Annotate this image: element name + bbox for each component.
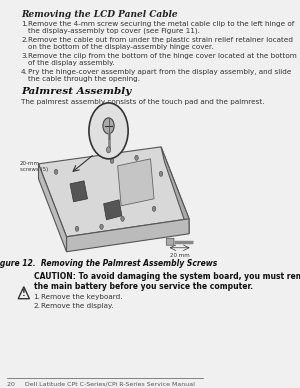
- Circle shape: [100, 224, 103, 229]
- Circle shape: [106, 147, 111, 153]
- Text: 20-mm
screws (5): 20-mm screws (5): [20, 161, 48, 171]
- Text: 2.: 2.: [34, 303, 40, 309]
- Text: 3.: 3.: [21, 53, 28, 59]
- Text: Removing the LCD Panel Cable: Removing the LCD Panel Cable: [21, 10, 178, 19]
- Circle shape: [152, 206, 156, 211]
- Text: Remove the 4-mm screw securing the metal cable clip to the left hinge of
the dis: Remove the 4-mm screw securing the metal…: [28, 21, 294, 35]
- Text: Palmrest Assembly: Palmrest Assembly: [21, 87, 131, 96]
- Text: Remove the display.: Remove the display.: [40, 303, 113, 309]
- Text: Remove the cable out from under the plastic strain relief retainer located
on th: Remove the cable out from under the plas…: [28, 37, 293, 50]
- Text: The palmrest assembly consists of the touch pad and the palmrest.: The palmrest assembly consists of the to…: [21, 99, 265, 105]
- Text: !: !: [22, 289, 26, 298]
- Text: Pry the hinge-cover assembly apart from the display assembly, and slide
the cabl: Pry the hinge-cover assembly apart from …: [28, 69, 291, 82]
- Text: Remove the clip from the bottom of the hinge cover located at the bottom
of the : Remove the clip from the bottom of the h…: [28, 53, 297, 66]
- Text: 4.: 4.: [21, 69, 28, 75]
- Text: Remove the keyboard.: Remove the keyboard.: [40, 294, 122, 300]
- Text: CAUTION: To avoid damaging the system board, you must remove
the main battery be: CAUTION: To avoid damaging the system bo…: [34, 272, 300, 291]
- Circle shape: [75, 226, 79, 231]
- Circle shape: [103, 118, 114, 134]
- Polygon shape: [161, 147, 189, 234]
- Text: 1.: 1.: [34, 294, 40, 300]
- Text: 1.: 1.: [21, 21, 28, 27]
- Polygon shape: [103, 200, 122, 220]
- Polygon shape: [118, 159, 154, 206]
- Polygon shape: [38, 147, 189, 237]
- Text: 20     Dell Latitude CPt C-Series/CPi R-Series Service Manual: 20 Dell Latitude CPt C-Series/CPi R-Seri…: [7, 382, 195, 386]
- Circle shape: [54, 169, 58, 174]
- Text: Figure 12.  Removing the Palmrest Assembly Screws: Figure 12. Removing the Palmrest Assembl…: [0, 259, 218, 268]
- Circle shape: [121, 216, 124, 221]
- FancyBboxPatch shape: [166, 238, 174, 245]
- Polygon shape: [67, 219, 189, 252]
- Polygon shape: [70, 181, 88, 202]
- Text: 2.: 2.: [21, 37, 28, 43]
- Polygon shape: [38, 164, 67, 252]
- Circle shape: [110, 158, 114, 163]
- Circle shape: [89, 103, 128, 159]
- Text: 20 mm: 20 mm: [170, 253, 190, 258]
- Circle shape: [159, 171, 163, 176]
- Circle shape: [135, 155, 138, 160]
